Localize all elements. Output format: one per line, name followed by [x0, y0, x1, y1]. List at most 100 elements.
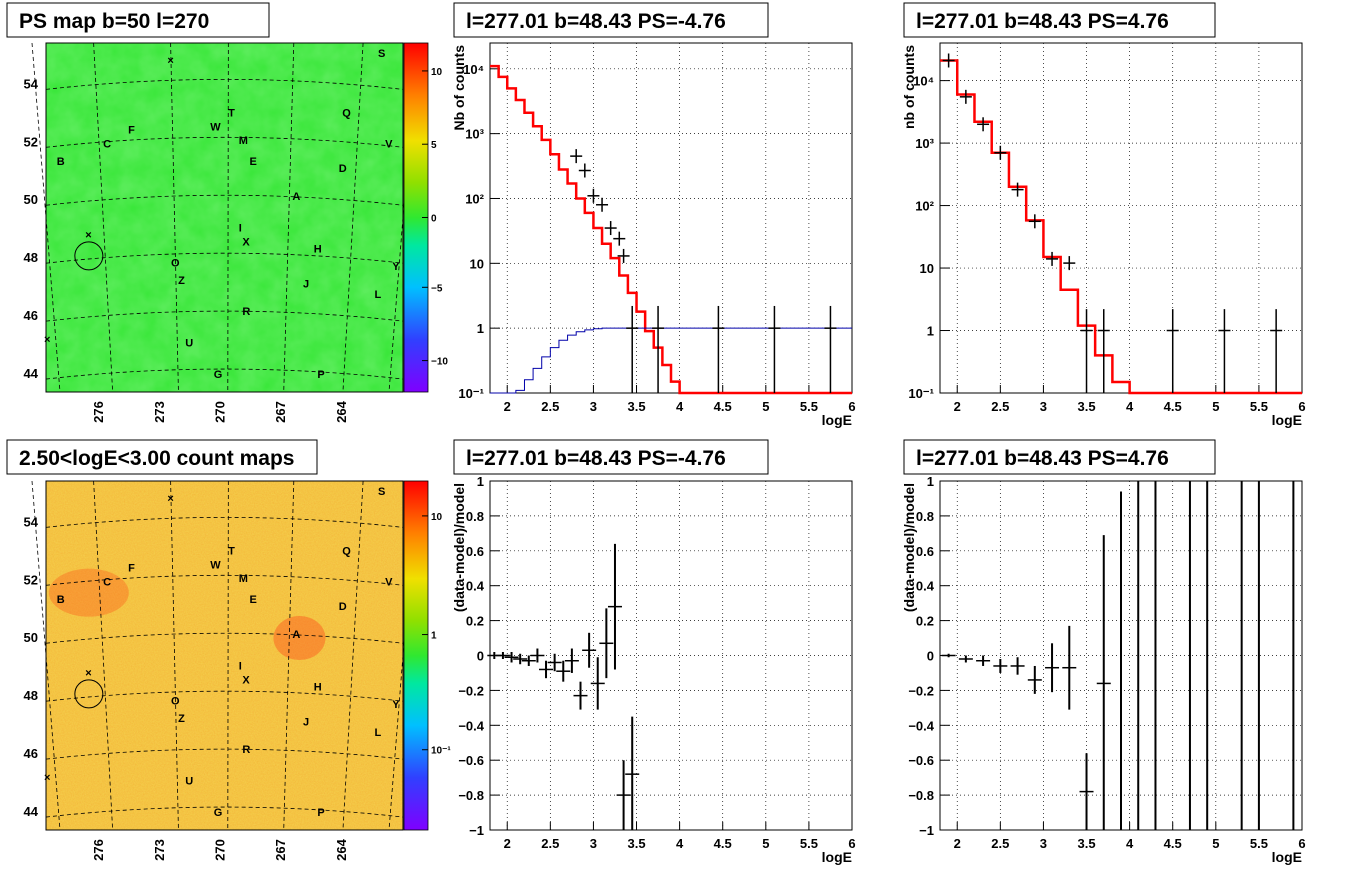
cross-mark: × — [167, 493, 173, 505]
y-axis-label: (data-model)/model — [451, 483, 467, 612]
graticule-meridian — [170, 480, 179, 831]
graticule-meridian — [227, 42, 229, 393]
x-tick-label: 2.5 — [991, 836, 1009, 851]
residual-point — [521, 655, 536, 666]
data-point — [1270, 309, 1283, 393]
title-box: 2.50<logE<3.00 count maps — [6, 439, 318, 475]
y-axis-label: (data-model)/model — [901, 483, 917, 612]
source-label-j: J — [303, 716, 309, 728]
source-label-e: E — [249, 156, 256, 168]
x-tick-label: 3 — [590, 836, 597, 851]
source-label-o: O — [171, 695, 180, 707]
data-point — [1166, 309, 1179, 393]
x-tick-label: 6 — [848, 399, 855, 414]
colorbar-tick-label: −10 — [431, 357, 448, 368]
y-tick-label: 50 — [24, 192, 38, 207]
x-tick-label: 3.5 — [627, 836, 645, 851]
source-label-w: W — [210, 559, 221, 571]
source-label-a: A — [292, 191, 300, 203]
y-axis-label: nb of counts — [901, 45, 917, 129]
data-point — [942, 53, 955, 68]
source-label-h: H — [314, 681, 322, 693]
x-tick-label: 264 — [334, 838, 349, 860]
x-axis-label: logE — [1272, 849, 1302, 865]
y-tick-label: −0.8 — [458, 788, 484, 803]
y-tick-label: −0.4 — [458, 718, 484, 733]
y-tick-label: 10³ — [465, 127, 484, 142]
source-label-p: P — [317, 369, 324, 381]
source-label-w: W — [210, 121, 221, 133]
chart-title: l=277.01 b=48.43 PS=4.76 — [916, 447, 1169, 470]
x-tick-label: 4.5 — [1164, 399, 1182, 414]
data-point — [587, 188, 600, 203]
y-tick-label: 0.6 — [916, 544, 934, 559]
residual-point — [607, 543, 622, 670]
y-tick-label: −0.6 — [458, 753, 484, 768]
title-frame — [6, 439, 318, 475]
y-tick-label: 46 — [24, 746, 38, 761]
source-label-t: T — [228, 107, 235, 119]
graticule-parallel — [45, 79, 404, 90]
x-tick-label: 270 — [213, 401, 228, 423]
y-tick-label: −0.4 — [908, 718, 934, 733]
chart-title: 2.50<logE<3.00 count maps — [19, 447, 294, 470]
y-tick-label: −0.6 — [908, 753, 934, 768]
x-tick-label: 3 — [1040, 399, 1047, 414]
x-tick-label: 273 — [152, 839, 167, 861]
residual-point — [547, 653, 562, 672]
x-tick-label: 270 — [213, 839, 228, 861]
x-tick-label: 4.5 — [714, 399, 732, 414]
y-tick-label: 10⁻¹ — [458, 386, 484, 401]
residual-point — [1096, 535, 1111, 830]
title-box: l=277.01 b=48.43 PS=4.76 — [903, 439, 1216, 475]
residual-point — [564, 648, 579, 673]
y-tick-label: 52 — [24, 134, 38, 149]
graticule-meridian — [342, 480, 364, 831]
residual-point — [495, 652, 510, 659]
source-label-e: E — [249, 594, 256, 606]
y-tick-label: 10 — [920, 261, 934, 276]
x-tick-label: 273 — [152, 401, 167, 423]
data-point — [1011, 182, 1024, 197]
residual-point — [1062, 625, 1077, 710]
colorbar-tick-label: 0 — [431, 214, 437, 225]
x-tick-label: 2.5 — [541, 399, 559, 414]
x-tick-label: 6 — [1298, 836, 1305, 851]
data-point — [613, 231, 626, 246]
colorbar-tick-label: 10 — [431, 67, 443, 78]
cross-mark: × — [85, 667, 91, 679]
x-tick-label: 264 — [334, 400, 349, 422]
colorbar-tick-label: −5 — [431, 283, 443, 294]
x-tick-label: 5 — [762, 836, 769, 851]
graticule — [31, 480, 418, 831]
y-tick-label: 0 — [477, 649, 484, 664]
source-label-g: G — [214, 369, 223, 381]
title-frame — [6, 2, 270, 38]
colorbar-tick-label: 1 — [431, 631, 437, 642]
x-tick-label: 5.5 — [1250, 836, 1268, 851]
source-label-z: Z — [178, 713, 185, 725]
data-point — [824, 305, 837, 393]
title-box: PS map b=50 l=270 — [6, 2, 270, 38]
x-tick-label: 267 — [273, 839, 288, 861]
colorbar: 10 5 0 −5 −10 — [403, 42, 448, 393]
y-tick-label: −0.8 — [908, 788, 934, 803]
data-point — [570, 149, 583, 164]
residual-point — [958, 655, 973, 663]
y-tick-label: 0.4 — [916, 579, 935, 594]
x-tick-label: 3.5 — [627, 399, 645, 414]
map-texture — [46, 43, 403, 392]
y-tick-label: 46 — [24, 308, 38, 323]
colorbar-gradient — [403, 480, 429, 831]
x-tick-label: 2.5 — [541, 836, 559, 851]
y-tick-label: 10⁴ — [913, 74, 934, 89]
source-circle — [74, 679, 104, 709]
y-tick-label: 48 — [24, 688, 38, 703]
data-point — [959, 89, 972, 104]
source-label-i: I — [239, 660, 242, 672]
y-tick-label: 1 — [477, 474, 484, 489]
y-tick-label: 0.2 — [466, 614, 484, 629]
y-tick-label: 10³ — [915, 136, 934, 151]
y-tick-label: 0.2 — [916, 614, 934, 629]
source-label-i: I — [239, 222, 242, 234]
